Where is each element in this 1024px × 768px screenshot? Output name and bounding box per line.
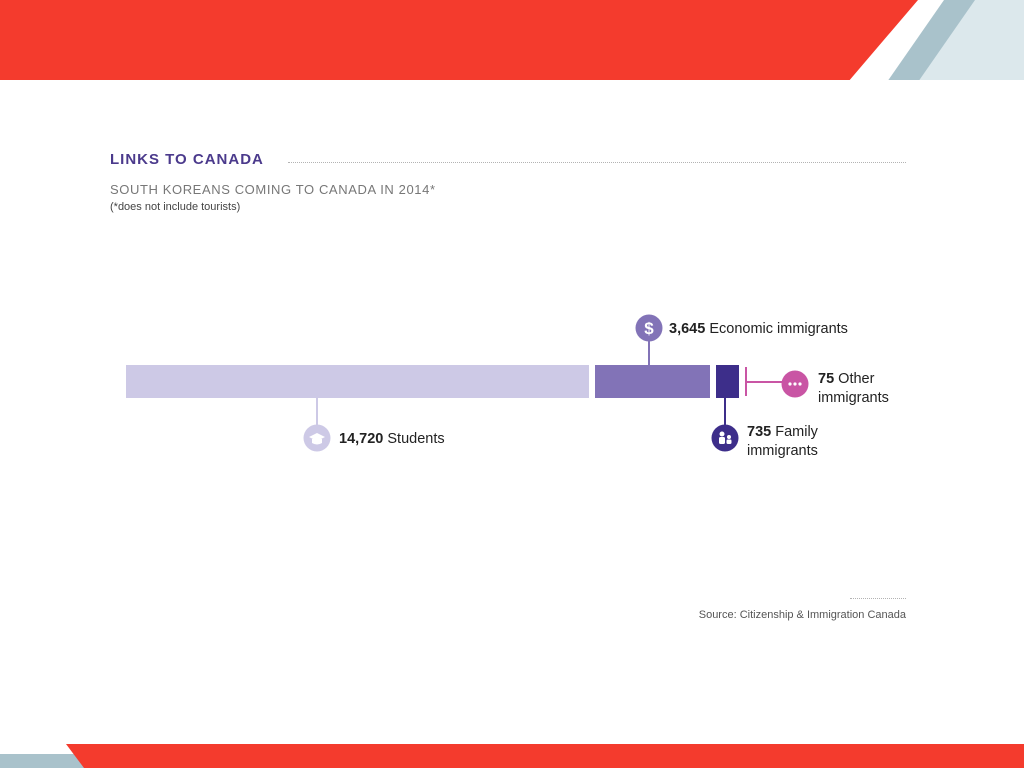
source-dotted-rule [850, 598, 906, 599]
label-value-students: 14,720 [339, 431, 387, 447]
bar-economic-immigrants [595, 365, 710, 398]
label-family-immigrants: 735 Family immigrants [747, 424, 819, 459]
cap-base [312, 439, 322, 445]
icon-circle-family-immigrants [711, 424, 739, 452]
chart-title: LINKS TO CANADA [110, 151, 264, 168]
ellipsis-icon [781, 370, 809, 398]
family-icon [711, 424, 739, 452]
label-text-students: Students [387, 431, 444, 447]
ellipsis-dot-2 [793, 382, 797, 386]
label-economic-immigrants: 3,645 Economic immigrants [669, 321, 848, 337]
family-body-child [726, 439, 732, 444]
dollar-glyph: $ [644, 319, 654, 338]
label-other-immigrants: 75 Other immigrants [818, 371, 889, 406]
icon-circle-economic-immigrants [635, 314, 663, 342]
label-text-family-immigrants: immigrants [747, 443, 818, 459]
label-students: 14,720 Students [339, 431, 445, 447]
title-dotted-rule [288, 162, 906, 163]
bottom-banner-red [66, 744, 1024, 768]
chart-note: (*does not include tourists) [110, 201, 241, 213]
graduation-cap-icon [303, 424, 331, 452]
stacked-bar-chart: 14,720 Students $ 3,645 Economic immigrant… [126, 314, 889, 459]
bottom-banner [0, 744, 1024, 768]
ellipsis-dot-1 [788, 382, 792, 386]
bar-students [126, 365, 589, 398]
label-value-family-immigrants: 735 [747, 424, 775, 440]
ellipsis-dot-3 [798, 382, 802, 386]
title-row: LINKS TO CANADA [110, 151, 906, 171]
family-head-child [727, 435, 731, 439]
family-body-adult [719, 437, 725, 444]
label-text-other-immigrants: immigrants [818, 390, 889, 406]
bar-family-immigrants [716, 365, 739, 398]
banner-bottom-white [0, 80, 1024, 82]
chart-subtitle: SOUTH KOREANS COMING TO CANADA IN 2014* [110, 182, 436, 197]
top-banner [0, 0, 1024, 82]
label-value-economic-immigrants: 3,645 [669, 321, 709, 337]
label-value-other-immigrants: 75 [818, 371, 838, 387]
banner-red-band [0, 0, 918, 82]
family-head-adult [719, 431, 725, 437]
bottom-banner-blue [0, 754, 100, 768]
label-text-economic-immigrants: Economic immigrants [709, 321, 848, 337]
dollar-icon: $ [635, 314, 663, 342]
label-text-family-immigrants: Family [775, 424, 818, 440]
source-credit: Source: Citizenship & Immigration Canada [698, 609, 906, 621]
label-text-other-immigrants: Other [838, 371, 874, 387]
